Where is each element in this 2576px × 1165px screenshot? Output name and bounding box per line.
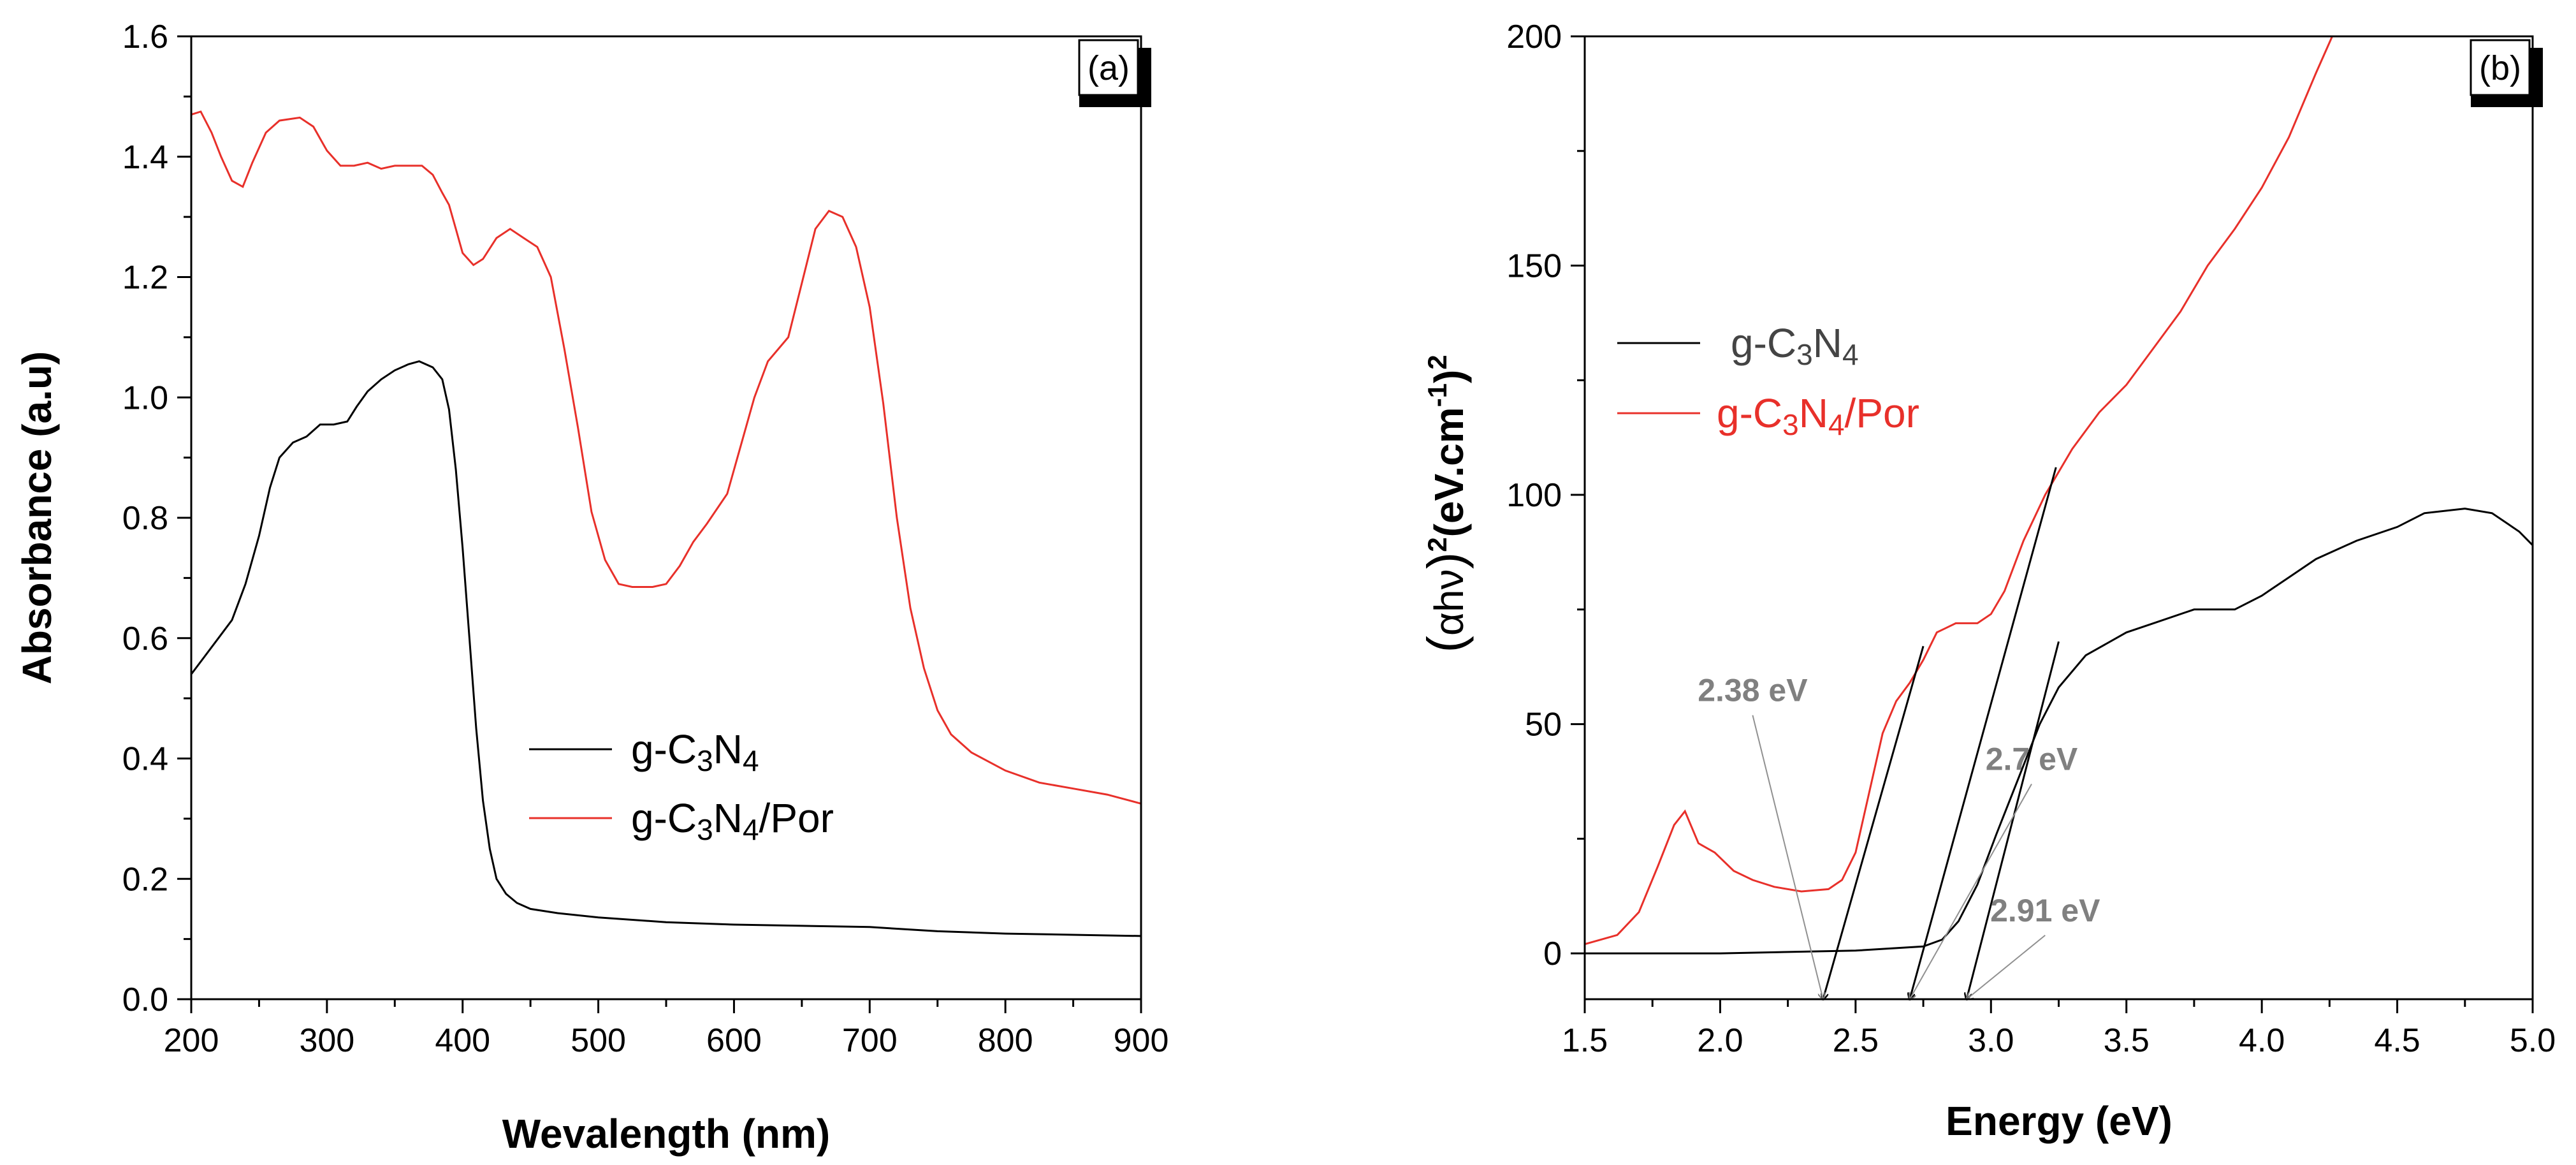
panel-b-series-group <box>1584 36 2534 955</box>
panel-a-x-axis-title: Wevalength (nm) <box>502 1111 830 1157</box>
g-c3n4-por-tauc-line <box>1584 36 2333 946</box>
y-tick-label: 1.4 <box>122 139 168 176</box>
panel-b-tauc-plot: 2.38 eV 2.7 eV 2.91 eV 1.5 2.0 2.5 3.0 3.5 4.0 4… <box>1417 18 2556 1144</box>
y-tick-label: 1.6 <box>122 18 168 55</box>
band-gap-annotation: 2.7 eV <box>1986 741 2078 777</box>
x-tick-label: 300 <box>299 1022 354 1059</box>
legend-a-label-g-c3n4-por: g-C3N4/Por <box>631 795 834 846</box>
y-tick-label: 150 <box>1506 248 1562 285</box>
band-gap-annotation: 2.38 eV <box>1698 673 1808 708</box>
band-gap-annotation: 2.91 eV <box>1990 893 2100 928</box>
panel-a-y-axis-title: Absorbance (a.u) <box>14 351 60 685</box>
panel-a-tag: (a) <box>1088 49 1130 87</box>
panel-b-plot-frame <box>1583 35 2534 1000</box>
panel-b-legend: g-C3N4 g-C3N4/Por <box>1617 320 1919 441</box>
panel-b-tangent-lines <box>1823 467 2060 999</box>
panel-a-y-ticks: 0.0 0.2 0.4 0.6 0.8 1.0 1.2 1.4 1.6 <box>122 18 191 1018</box>
y-tick-label: 0.4 <box>122 741 168 778</box>
y-tick-label: 50 <box>1525 707 1562 744</box>
panel-b-tag-box <box>2470 39 2531 96</box>
y-tick-label: 0.6 <box>122 620 168 657</box>
panel-b-annotations: 2.38 eV 2.7 eV 2.91 eV <box>1698 673 2100 999</box>
legend-b-label-g-c3n4: g-C3N4 <box>1731 320 1859 371</box>
x-tick-label: 700 <box>842 1022 898 1059</box>
panel-a-absorbance-chart: 200 300 400 500 600 700 800 900 0.0 0.2 0.4 0.6 0.8… <box>14 18 1168 1157</box>
tangent-arrow-line <box>1823 645 1925 999</box>
panel-b-y-ticks: 0 50 100 150 200 <box>1506 18 1585 972</box>
panel-a-series-group <box>190 110 1142 937</box>
x-tick-label: 5.0 <box>2510 1022 2556 1059</box>
panel-a-legend: g-C3N4 g-C3N4/Por <box>529 726 834 846</box>
x-tick-label: 800 <box>978 1022 1033 1059</box>
panel-a-plot-frame <box>190 35 1142 1000</box>
x-tick-label: 1.5 <box>1562 1022 1608 1059</box>
y-tick-label: 0.0 <box>122 981 168 1018</box>
panel-b-x-axis-title: Energy (eV) <box>1946 1098 2172 1144</box>
legend-a-label-g-c3n4: g-C3N4 <box>631 726 759 777</box>
legend-b-label-g-c3n4-por: g-C3N4/Por <box>1717 390 1919 441</box>
x-tick-label: 400 <box>435 1022 490 1059</box>
x-tick-label: 4.5 <box>2374 1022 2420 1059</box>
panel-a-tag-box <box>1078 39 1139 96</box>
panel-b-tag: (b) <box>2479 49 2521 87</box>
x-tick-label: 600 <box>706 1022 762 1059</box>
panel-b-y-axis-title: (αhν)2(eV.cm-1)2 <box>1417 355 1474 652</box>
y-tick-label: 200 <box>1506 18 1562 55</box>
y-tick-label: 1.2 <box>122 260 168 297</box>
panel-a-x-ticks: 200 300 400 500 600 700 800 900 <box>164 999 1169 1059</box>
annotation-leader-line <box>1967 934 2046 999</box>
x-tick-label: 4.0 <box>2239 1022 2285 1059</box>
x-tick-label: 200 <box>164 1022 219 1059</box>
x-tick-label: 3.5 <box>2104 1022 2150 1059</box>
y-tick-label: 0.2 <box>122 861 168 898</box>
y-tick-label: 100 <box>1506 477 1562 514</box>
x-tick-label: 900 <box>1114 1022 1169 1059</box>
y-tick-label: 0 <box>1543 935 1562 972</box>
g-c3n4-absorbance-line <box>190 360 1142 937</box>
annotation-leader-line <box>1910 783 2032 999</box>
y-tick-label: 0.8 <box>122 500 168 537</box>
panel-b-x-ticks: 1.5 2.0 2.5 3.0 3.5 4.0 4.5 5.0 <box>1562 999 2556 1059</box>
tangent-arrow-line <box>1910 467 2057 999</box>
x-tick-label: 2.5 <box>1833 1022 1879 1059</box>
g-c3n4-tauc-line <box>1585 508 2534 955</box>
annotation-leader-line <box>1752 715 1823 999</box>
y-tick-label: 1.0 <box>122 379 168 416</box>
g-c3n4-por-absorbance-line <box>191 110 1142 805</box>
x-tick-label: 2.0 <box>1697 1022 1743 1059</box>
x-tick-label: 3.0 <box>1968 1022 2014 1059</box>
x-tick-label: 500 <box>571 1022 626 1059</box>
tangent-arrow-line <box>1967 641 2060 999</box>
